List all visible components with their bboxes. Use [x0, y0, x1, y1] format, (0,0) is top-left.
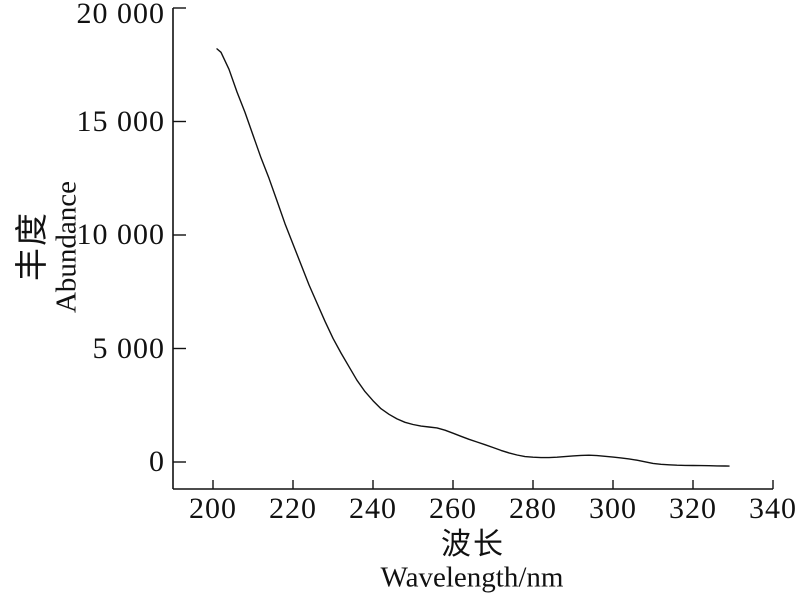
x-axis-title-english: Wavelength/nm	[380, 561, 564, 594]
x-tick-label: 240	[349, 492, 397, 525]
tick-marks	[173, 7, 774, 489]
y-tick-label: 10 000	[76, 218, 165, 251]
x-tick-label: 220	[269, 492, 317, 525]
x-tick-label: 340	[749, 492, 796, 525]
axes	[172, 8, 773, 490]
x-tick-label: 320	[669, 492, 717, 525]
x-tick-label: 300	[589, 492, 637, 525]
x-tick-label: 280	[509, 492, 557, 525]
y-tick-label: 5 000	[92, 331, 165, 365]
y-tick-label: 0	[149, 445, 165, 478]
y-tick-label: 20 000	[76, 0, 165, 30]
y-axis-title-chinese: 丰度	[15, 211, 51, 281]
spectrum-line	[216, 48, 730, 467]
x-tick-label: 260	[429, 492, 477, 525]
y-tick-label: 15 000	[76, 104, 165, 138]
y-axis-title-english: Abundance	[50, 180, 83, 314]
x-axis-title-chinese: 波长	[441, 528, 505, 561]
x-tick-label: 200	[189, 492, 237, 525]
